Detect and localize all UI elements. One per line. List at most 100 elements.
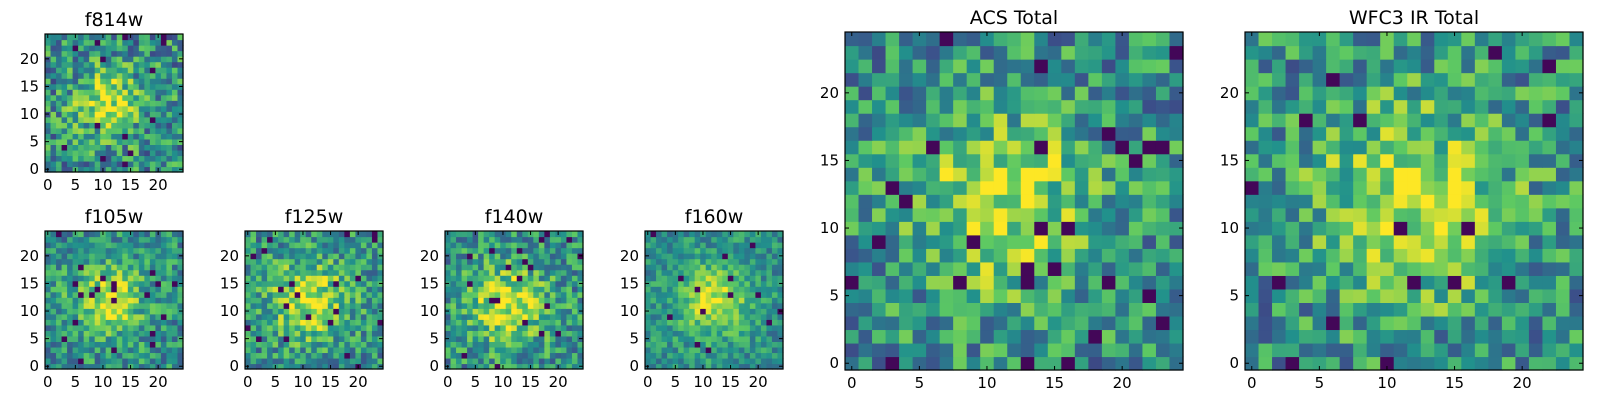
heatmap-cell bbox=[94, 155, 101, 162]
heatmap-cell bbox=[155, 330, 162, 337]
heatmap-cell bbox=[377, 286, 384, 293]
heatmap-cell bbox=[100, 242, 107, 249]
heatmap-cell bbox=[1142, 248, 1157, 263]
heatmap-cell bbox=[1115, 248, 1130, 263]
heatmap-cell bbox=[483, 346, 490, 354]
heatmap-cell bbox=[533, 352, 540, 359]
heatmap-cell bbox=[953, 113, 968, 128]
heatmap-cell bbox=[1515, 167, 1530, 182]
heatmap-cell bbox=[472, 258, 479, 265]
heatmap-cell bbox=[272, 330, 279, 337]
heatmap-cell bbox=[1047, 288, 1062, 303]
heatmap-cell bbox=[1115, 221, 1130, 236]
heatmap-cell bbox=[777, 286, 784, 293]
heatmap-cell bbox=[450, 286, 457, 293]
heatmap-cell bbox=[472, 269, 479, 276]
heatmap-cell bbox=[250, 247, 257, 254]
heatmap-cell bbox=[111, 155, 118, 162]
heatmap-cell bbox=[155, 83, 162, 90]
heatmap-cell bbox=[672, 264, 679, 271]
heatmap-cell bbox=[771, 275, 779, 282]
heatmap-cell bbox=[694, 341, 701, 348]
heatmap-cell bbox=[538, 280, 545, 287]
y-tick-label: 20 bbox=[620, 247, 639, 265]
heatmap-cell bbox=[926, 261, 941, 276]
heatmap-cell bbox=[538, 363, 545, 370]
heatmap-cell bbox=[72, 264, 79, 271]
heatmap-cell bbox=[744, 286, 751, 293]
heatmap-cell bbox=[700, 324, 707, 331]
heatmap-cell bbox=[289, 253, 296, 260]
heatmap-cell bbox=[511, 330, 518, 337]
heatmap-cell bbox=[50, 280, 57, 287]
heatmap-cell bbox=[360, 247, 368, 254]
heatmap-cell bbox=[94, 61, 101, 68]
heatmap-cell bbox=[1047, 207, 1062, 222]
heatmap-cell bbox=[939, 288, 954, 303]
heatmap-cell bbox=[61, 346, 68, 354]
heatmap-cell bbox=[278, 253, 285, 260]
heatmap-cell bbox=[1299, 59, 1314, 74]
heatmap-cell bbox=[45, 127, 52, 134]
heatmap-cell bbox=[744, 363, 751, 370]
heatmap-cell bbox=[261, 324, 268, 331]
heatmap-cell bbox=[755, 264, 762, 271]
heatmap-cell bbox=[522, 357, 529, 365]
heatmap-cell bbox=[105, 275, 112, 282]
heatmap-cell bbox=[138, 78, 145, 85]
heatmap-cell bbox=[144, 127, 151, 134]
heatmap-cell bbox=[89, 67, 96, 74]
heatmap-cell bbox=[1501, 275, 1516, 290]
heatmap-cell bbox=[61, 89, 68, 96]
heatmap-cell bbox=[771, 324, 779, 331]
heatmap-cell bbox=[171, 253, 179, 260]
heatmap-cell bbox=[349, 253, 356, 260]
heatmap-cell bbox=[160, 236, 168, 243]
heatmap-cell bbox=[1074, 86, 1089, 101]
heatmap-cell bbox=[1393, 207, 1408, 222]
heatmap-cell bbox=[83, 275, 90, 282]
heatmap-cell bbox=[650, 341, 657, 348]
heatmap-cell bbox=[61, 275, 68, 282]
heatmap-cell bbox=[912, 140, 927, 155]
heatmap-cell bbox=[445, 297, 452, 304]
heatmap-cell bbox=[94, 236, 101, 243]
heatmap-cell bbox=[689, 308, 696, 315]
heatmap-cell bbox=[133, 39, 140, 46]
heatmap-cell bbox=[678, 319, 685, 326]
heatmap-cell bbox=[344, 319, 351, 326]
heatmap-cell bbox=[511, 302, 518, 309]
heatmap-cell bbox=[689, 286, 696, 293]
heatmap-cell bbox=[1258, 315, 1273, 331]
heatmap-cell bbox=[1142, 207, 1157, 222]
heatmap-cell bbox=[322, 341, 329, 348]
heatmap-cell bbox=[1326, 329, 1341, 344]
heatmap-cell bbox=[67, 280, 74, 287]
heatmap-cell bbox=[494, 231, 501, 238]
heatmap-cell bbox=[689, 236, 696, 243]
heatmap-cell bbox=[177, 346, 184, 354]
heatmap-cell bbox=[1555, 86, 1571, 101]
heatmap-cell bbox=[777, 341, 784, 348]
heatmap-cell bbox=[83, 357, 90, 365]
heatmap-cell bbox=[645, 319, 652, 326]
heatmap-cell bbox=[1555, 153, 1571, 168]
heatmap-cell bbox=[672, 280, 679, 287]
heatmap-cell bbox=[127, 160, 134, 168]
heatmap-cell bbox=[283, 352, 290, 359]
heatmap-cell bbox=[845, 342, 860, 358]
heatmap-cell bbox=[511, 352, 518, 359]
heatmap-cell bbox=[360, 352, 368, 359]
heatmap-cell bbox=[45, 61, 52, 68]
heatmap-cell bbox=[171, 122, 179, 129]
heatmap-cell bbox=[1407, 248, 1422, 263]
axes-frame bbox=[644, 230, 784, 370]
heatmap-cell bbox=[1101, 342, 1116, 358]
heatmap-cell bbox=[766, 341, 773, 348]
heatmap-cell bbox=[489, 346, 496, 354]
heatmap-cell bbox=[1528, 329, 1544, 344]
heatmap-cell bbox=[116, 280, 123, 287]
heatmap-cell bbox=[749, 330, 756, 337]
heatmap-cell bbox=[716, 341, 723, 348]
heatmap-cell bbox=[571, 242, 579, 249]
